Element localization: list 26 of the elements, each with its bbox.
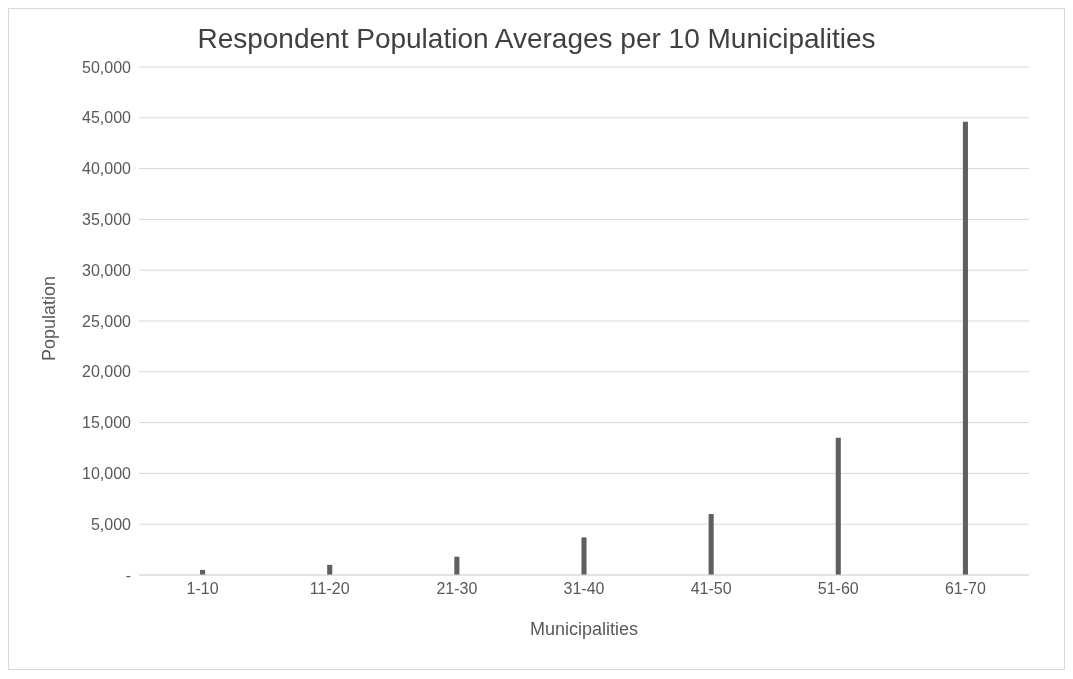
y-tick-label: 50,000 — [82, 58, 132, 76]
x-tick-label: 1-10 — [186, 580, 219, 598]
y-tick-label: 5,000 — [90, 515, 132, 533]
chart-title: Respondent Population Averages per 10 Municipalities — [196, 23, 877, 55]
y-tick-label: 15,000 — [82, 414, 132, 432]
y-tick-label: 25,000 — [82, 312, 132, 330]
bar — [835, 437, 841, 575]
bar — [581, 537, 587, 575]
y-tick-label: 40,000 — [82, 160, 132, 178]
bar — [708, 514, 714, 575]
y-tick-label: 20,000 — [82, 363, 132, 381]
y-tick-label: 10,000 — [82, 465, 132, 483]
bar — [454, 556, 460, 575]
x-tick-label: 61-70 — [944, 580, 986, 598]
y-tick-label: - — [125, 566, 131, 584]
bar — [962, 121, 968, 575]
y-tick-label: 35,000 — [82, 211, 132, 229]
y-tick-label: 30,000 — [82, 261, 132, 279]
y-tick-label: 45,000 — [82, 109, 132, 127]
x-tick-label: 31-40 — [563, 580, 605, 598]
x-tick-label: 41-50 — [690, 580, 732, 598]
x-axis-title: Municipalities — [529, 619, 639, 639]
x-tick-label: 51-60 — [817, 580, 859, 598]
y-axis-title: Population — [39, 275, 60, 361]
x-tick-label: 21-30 — [436, 580, 478, 598]
x-tick-label: 11-20 — [309, 580, 350, 598]
